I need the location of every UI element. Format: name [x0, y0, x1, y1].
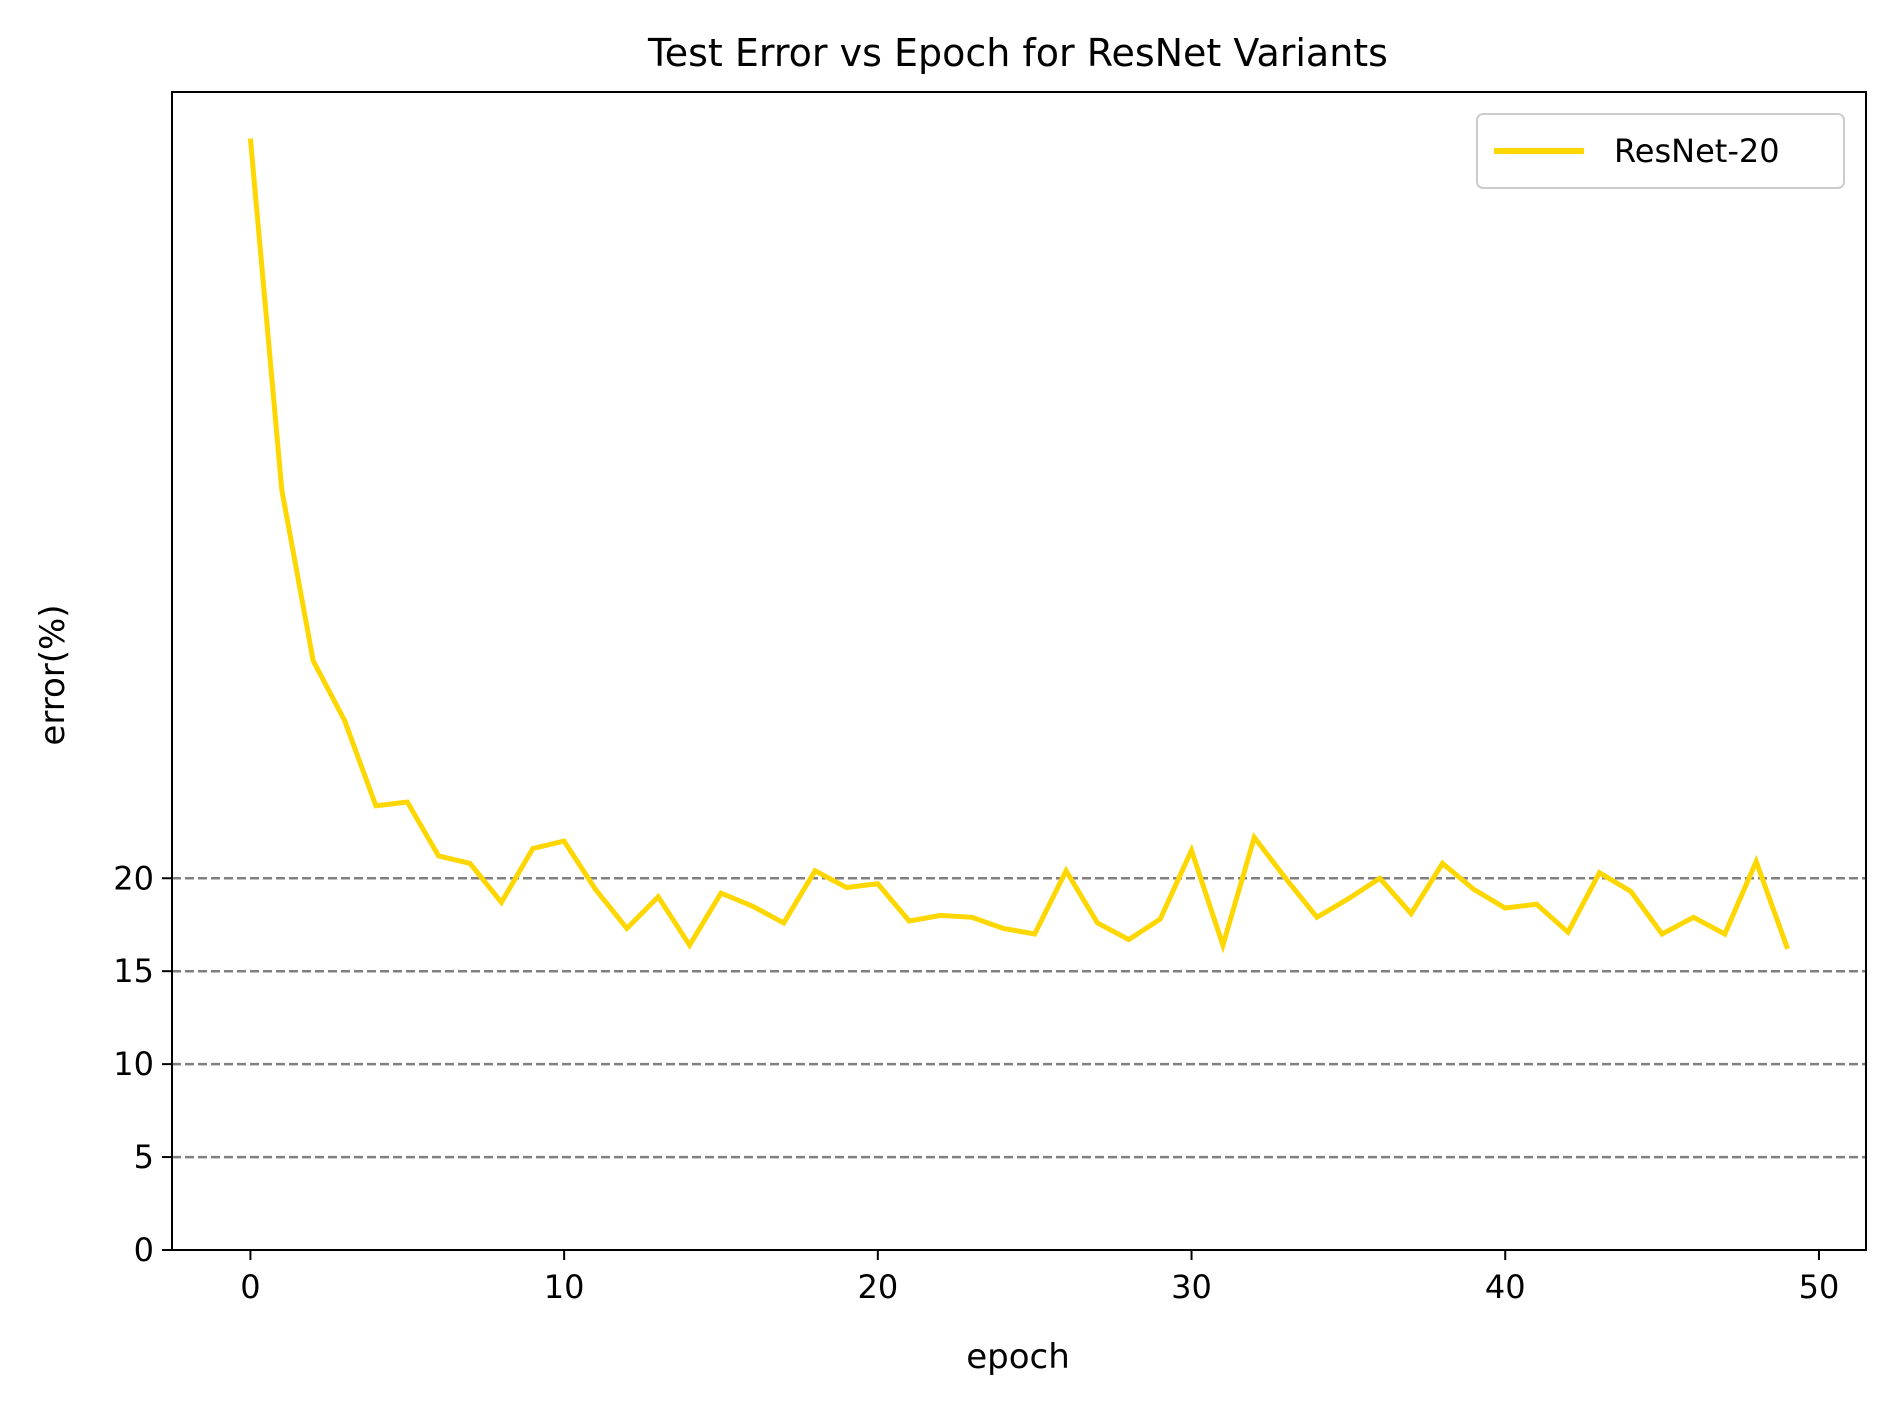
x-tick-label: 40	[1485, 1268, 1526, 1306]
y-axis-ticks: 0 5 10 15 20	[113, 859, 172, 1269]
y-tick-label: 10	[113, 1045, 154, 1083]
reference-lines	[172, 877, 1866, 1159]
y-tick-label: 0	[134, 1231, 154, 1269]
x-tick-label: 20	[857, 1268, 898, 1306]
x-tick-label: 30	[1171, 1268, 1212, 1306]
x-tick-label: 0	[240, 1268, 260, 1306]
y-axis-label: error(%)	[33, 604, 73, 745]
legend-box	[1476, 113, 1845, 189]
legend-label: ResNet-20	[1614, 132, 1780, 170]
plot-area-frame	[171, 91, 1867, 1251]
x-axis-label: epoch	[966, 1337, 1070, 1377]
x-axis-ticks: 0 10 20 30 40 50	[240, 1250, 1839, 1306]
x-tick-label: 50	[1799, 1268, 1840, 1306]
series-line-resnet-20	[247, 138, 1790, 954]
y-tick-label: 20	[113, 859, 154, 897]
legend: ResNet-20	[1476, 113, 1845, 189]
chart-title: Test Error vs Epoch for ResNet Variants	[647, 31, 1388, 75]
y-tick-label: 5	[134, 1138, 154, 1176]
x-tick-label: 10	[544, 1268, 585, 1306]
series-layer	[247, 138, 1790, 954]
y-tick-label: 15	[113, 952, 154, 990]
